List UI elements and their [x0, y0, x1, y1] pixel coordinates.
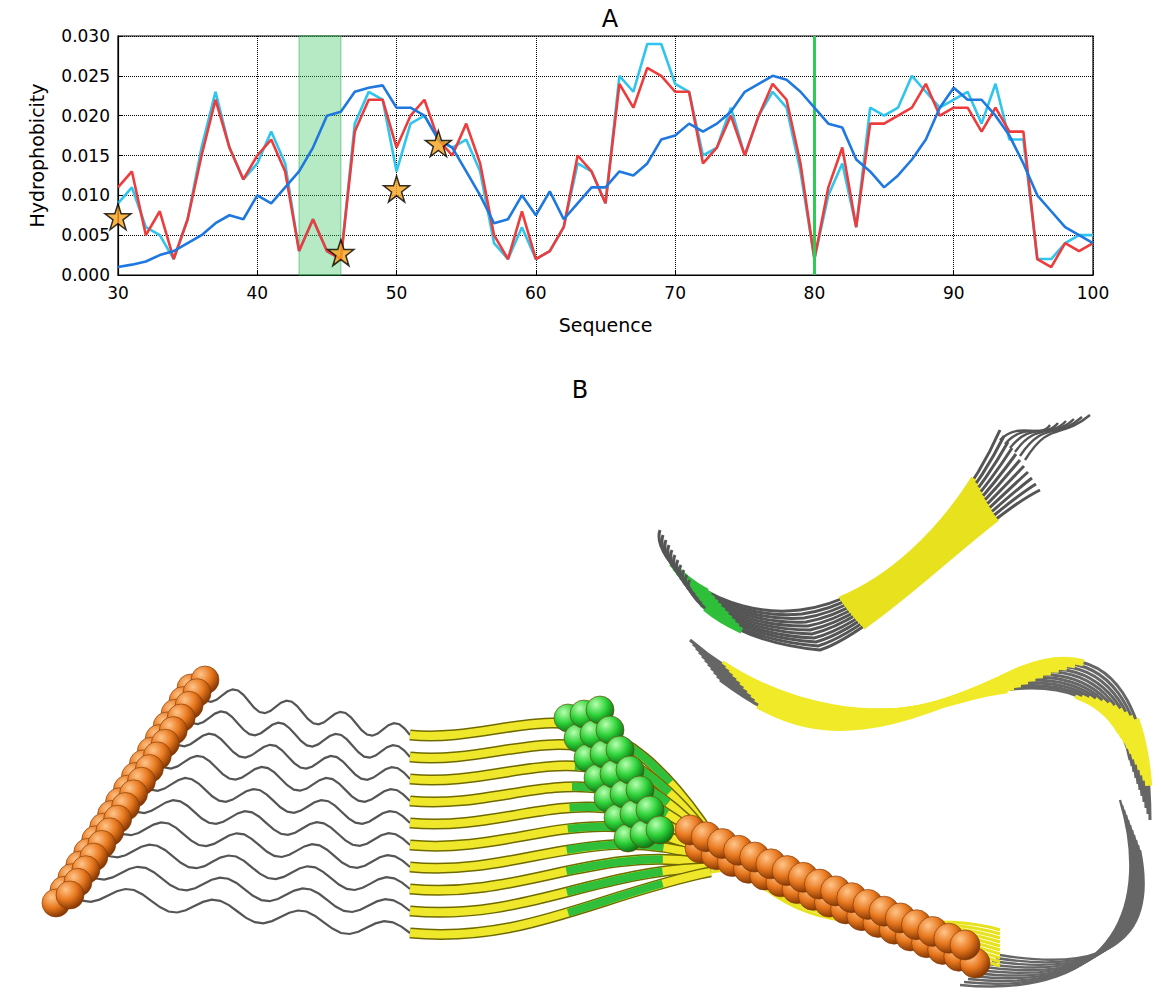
- svg-text:80: 80: [804, 283, 826, 303]
- svg-text:A: A: [602, 5, 619, 33]
- svg-text:0.030: 0.030: [61, 26, 110, 46]
- svg-text:90: 90: [943, 283, 965, 303]
- svg-text:70: 70: [664, 283, 686, 303]
- svg-text:30: 30: [107, 283, 129, 303]
- svg-text:0.000: 0.000: [61, 265, 110, 285]
- svg-text:0.025: 0.025: [61, 66, 110, 86]
- svg-text:50: 50: [386, 283, 408, 303]
- svg-text:0.005: 0.005: [61, 225, 110, 245]
- svg-text:0.015: 0.015: [61, 146, 110, 166]
- svg-text:0.010: 0.010: [61, 185, 110, 205]
- svg-text:0.020: 0.020: [61, 106, 110, 126]
- svg-text:Hydrophobicity: Hydrophobicity: [26, 83, 48, 227]
- svg-text:40: 40: [246, 283, 268, 303]
- svg-text:100: 100: [1077, 283, 1109, 303]
- svg-text:Sequence: Sequence: [559, 314, 653, 336]
- svg-text:B: B: [572, 376, 588, 404]
- svg-text:60: 60: [525, 283, 547, 303]
